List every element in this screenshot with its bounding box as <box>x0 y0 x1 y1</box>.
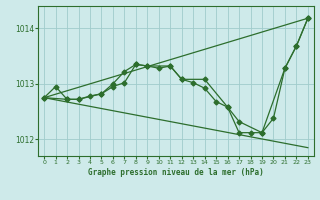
X-axis label: Graphe pression niveau de la mer (hPa): Graphe pression niveau de la mer (hPa) <box>88 168 264 177</box>
